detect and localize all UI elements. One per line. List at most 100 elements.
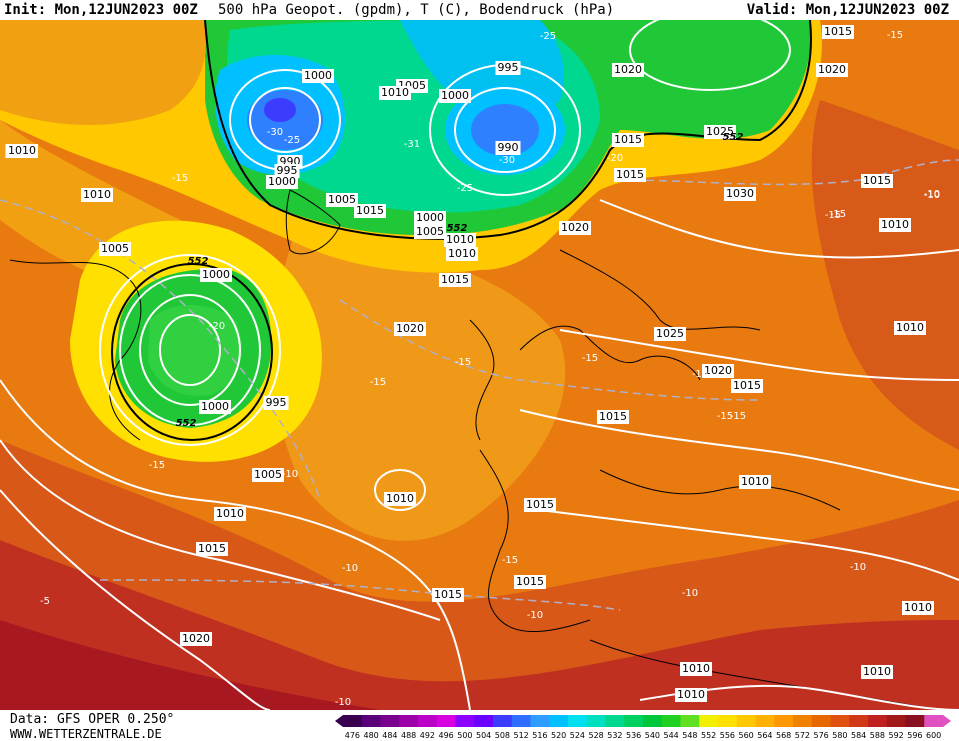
temperature-label: -10 [335, 697, 351, 708]
pressure-label-text: 995 [498, 61, 519, 74]
pressure-label: 1015 [597, 410, 629, 424]
pressure-label: 1015 [354, 204, 386, 218]
pressure-label: 1010 [902, 601, 934, 615]
pressure-label-text: 1015 [616, 168, 644, 181]
isobars [0, 20, 959, 710]
pressure-label: 1010 [81, 188, 113, 202]
geopotential-label-text: 552 [723, 132, 744, 143]
scale-tick-label: 564 [757, 731, 772, 740]
scale-arrow-right [943, 715, 951, 727]
color-swatch [643, 715, 663, 727]
temperature-label-text: -15 [502, 555, 518, 566]
field-far-south [0, 620, 380, 710]
pressure-label: 1000 [302, 69, 334, 83]
temperature-label-text: -10 [527, 610, 543, 621]
scale-tick-label: 568 [776, 731, 791, 740]
color-swatch [511, 715, 531, 727]
pressure-label: 1020 [559, 221, 591, 235]
init-time-label: Init: Mon,12JUN2023 00Z [4, 2, 198, 18]
pressure-label: 1015 [822, 25, 854, 39]
field-east-warm [811, 100, 959, 450]
temperature-label-text: -15 [455, 357, 471, 368]
pressure-label: 1015 [612, 133, 644, 147]
color-swatch [699, 715, 719, 727]
temperature-label: -10 [924, 190, 940, 201]
pressure-label: 1005 [414, 225, 446, 239]
map-header: Init: Mon,12JUN2023 00Z 500 hPa Geopot. … [0, 0, 959, 20]
geopotential-label: 552 [723, 132, 744, 143]
pressure-label-text: 1005 [416, 225, 444, 238]
temperature-label: -25 [457, 183, 473, 194]
temperature-label-text: -15 [149, 460, 165, 471]
scale-tick-label: 488 [401, 731, 416, 740]
scale-tick-label: 524 [570, 731, 585, 740]
scale-tick-label: 560 [738, 731, 753, 740]
color-swatch [868, 715, 888, 727]
pressure-label-text: 1005 [254, 468, 282, 481]
color-swatch [736, 715, 756, 727]
color-swatch [399, 715, 419, 727]
color-swatch [361, 715, 381, 727]
pressure-label-text: 1020 [704, 364, 732, 377]
scale-tick-label: 484 [382, 731, 397, 740]
temperature-label-text: -10 [924, 189, 940, 200]
color-swatch [924, 715, 944, 727]
website-label: WWW.WETTERZENTRALE.DE [10, 727, 162, 741]
color-swatch [811, 715, 831, 727]
pressure-label: 995 [495, 61, 521, 75]
pressure-label-text: 1015 [614, 133, 642, 146]
scale-tick-label: 548 [682, 731, 697, 740]
pressure-label: 995 [274, 164, 300, 178]
temperature-label: -15 [455, 357, 471, 368]
map-labels: 1015102010151020995100010051010100099099… [5, 25, 940, 708]
pressure-label-text: 1015 [599, 410, 627, 423]
low-labrador-mid [148, 305, 242, 396]
geopotential-label: 552 [188, 256, 209, 267]
pressure-label: 1010 [446, 247, 478, 261]
color-swatch [493, 715, 513, 727]
pressure-label-text: 1005 [328, 193, 356, 206]
pressure-label: 1010 [861, 665, 893, 679]
temperature-label-text: -10 [924, 190, 940, 201]
pressure-label-text: 1010 [216, 507, 244, 520]
pressure-label-text: 1015 [516, 575, 544, 588]
temperature-label: -15 [502, 555, 518, 566]
pressure-label: 1010 [879, 218, 911, 232]
temperature-label-text: -15 [830, 209, 846, 220]
pressure-label-text: 1015 [198, 542, 226, 555]
scale-tick-label: 520 [551, 731, 566, 740]
color-swatch [661, 715, 681, 727]
temperature-label-text: -20 [209, 321, 225, 332]
color-swatch [343, 715, 363, 727]
pressure-label-text: 1010 [677, 688, 705, 701]
temperature-label: -10 [282, 469, 298, 480]
pressure-label: 1015 [196, 542, 228, 556]
geopot-552-line [111, 20, 812, 441]
pressure-label: 995 [263, 396, 289, 410]
scale-tick-label: 584 [851, 731, 866, 740]
scale-tick-label: 576 [813, 731, 828, 740]
scale-tick-label: 508 [495, 731, 510, 740]
pressure-label: 1015 [439, 273, 471, 287]
color-scale-bar: 476 480 484 488 492 496 500 504 508 512 516 520 524 5… [335, 715, 951, 740]
pressure-label: 1000 [414, 211, 446, 225]
color-swatch [568, 715, 588, 727]
pressure-label-text: 1010 [682, 662, 710, 675]
temperature-label: -10 [682, 588, 698, 599]
pressure-label: 1005 [326, 193, 358, 207]
color-swatch [718, 715, 738, 727]
temperature-label: -31 [404, 139, 420, 150]
pressure-label: 1020 [180, 632, 212, 646]
pressure-label: 1000 [199, 400, 231, 414]
field-nw-orange [0, 20, 207, 125]
pressure-label: 1010 [675, 688, 707, 702]
temperature-label: -15 [825, 210, 841, 221]
temperature-label: -10 [342, 563, 358, 574]
geopotential-label: 552 [447, 223, 468, 234]
pressure-label: 1010 [6, 144, 38, 158]
scale-tick-label: 544 [663, 731, 678, 740]
scale-tick-label: 528 [588, 731, 603, 740]
scale-tick-label: 504 [476, 731, 491, 740]
pressure-label-text: 1030 [726, 187, 754, 200]
